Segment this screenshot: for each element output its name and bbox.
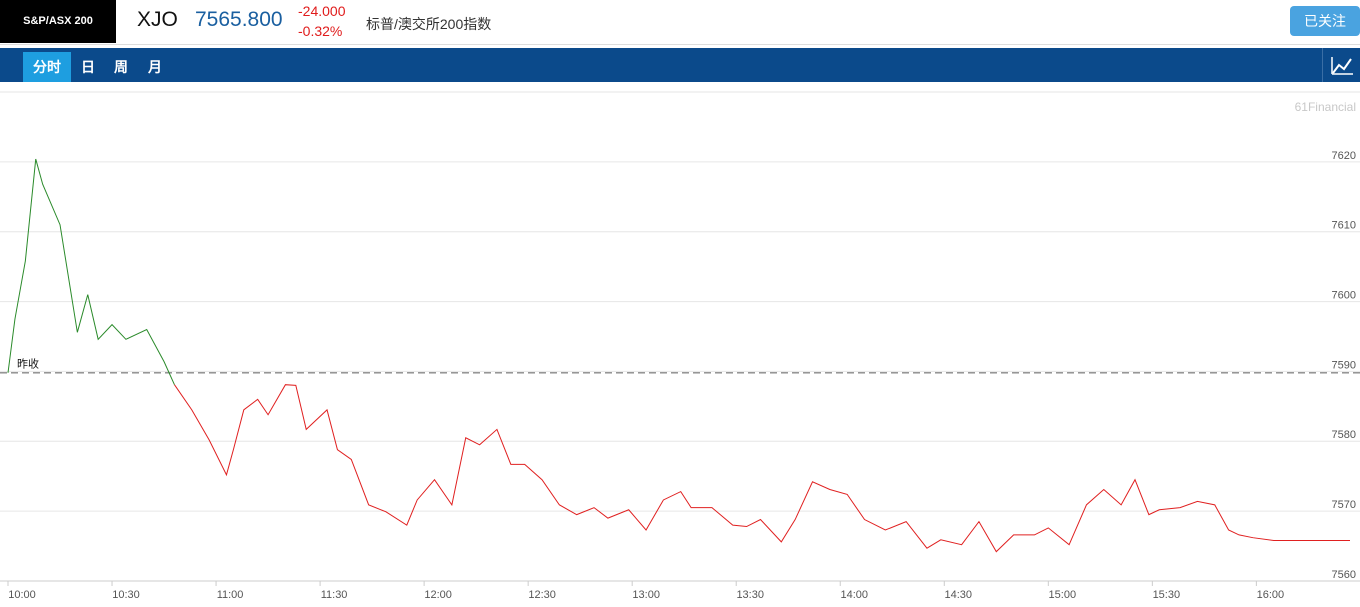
- icon: [1331, 57, 1353, 75]
- watermark: 61Financial: [1295, 100, 1356, 114]
- icon-line: [1332, 58, 1352, 74]
- x-tick-label: 14:30: [945, 589, 973, 601]
- y-tick-label: 7610: [1332, 220, 1356, 232]
- x-tick-label: 10:00: [8, 589, 36, 601]
- x-tick-label: 15:30: [1153, 589, 1181, 601]
- change-pct: -0.32%: [298, 23, 343, 39]
- tab[interactable]: 分时: [23, 52, 71, 82]
- reference-label: 昨收: [17, 357, 39, 371]
- x-tick-label: 11:00: [217, 589, 244, 601]
- x-tick-label: 15:00: [1049, 589, 1077, 601]
- follow-button[interactable]: 已关注: [1290, 6, 1360, 36]
- x-tick-label: 12:30: [528, 589, 556, 601]
- y-tick-label: 7620: [1332, 150, 1356, 162]
- symbol: XJO: [137, 8, 178, 31]
- index-name: S&P/ASX 200: [0, 0, 116, 43]
- y-tick-label: 7590: [1332, 359, 1356, 371]
- nav-bar: 分时日 周 月: [0, 48, 1360, 82]
- price-line: [174, 384, 1350, 553]
- tab[interactable]: 月: [148, 59, 162, 75]
- price-line: [7, 158, 175, 385]
- chart-type-icon[interactable]: [1322, 48, 1360, 82]
- x-tick-label: 16:00: [1257, 589, 1285, 601]
- price: 7565.800: [195, 8, 283, 31]
- chart: 61Financial 7560 7570 7580 7590 7600 7610 7620 1…: [0, 91, 1360, 601]
- index-full-name: 标普/澳交所200指数: [366, 16, 492, 32]
- x-tick-label: 12:00: [424, 589, 452, 601]
- x-tick-label: 10:30: [112, 589, 140, 601]
- tab[interactable]: 周: [114, 59, 128, 75]
- x-tick-label: 11:30: [321, 589, 348, 601]
- x-tick-label: 13:00: [632, 589, 660, 601]
- change: -24.000: [298, 3, 346, 19]
- y-tick-label: 7570: [1332, 499, 1356, 511]
- y-tick-label: 7560: [1332, 569, 1356, 581]
- tab[interactable]: 日: [81, 59, 95, 75]
- y-tick-label: 7580: [1332, 429, 1356, 441]
- header: S&P/ASX 200 XJO 7565.800 -24.000 -0.32% …: [0, 0, 1360, 45]
- y-tick-label: 7600: [1332, 289, 1356, 301]
- x-tick-label: 13:30: [736, 589, 764, 601]
- x-tick-label: 14:00: [840, 589, 868, 601]
